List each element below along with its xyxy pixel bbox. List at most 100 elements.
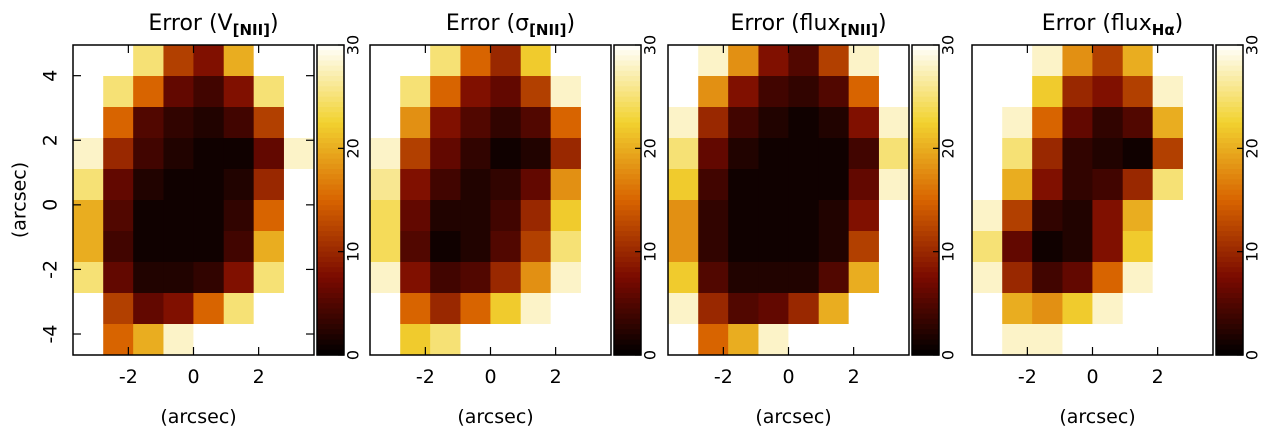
x-tick-label: -2: [1018, 366, 1037, 388]
colorbar-step: [912, 184, 939, 191]
heat-cell: [369, 169, 401, 201]
colorbar-tick-label: 0: [344, 350, 363, 360]
colorbar-tick-label: 0: [939, 350, 958, 360]
colorbar-step: [1216, 143, 1243, 149]
heat-cell: [253, 76, 285, 108]
heat-cell: [1122, 231, 1154, 263]
colorbar-step: [912, 55, 939, 62]
heat-cell: [728, 107, 759, 139]
heat-cell: [1182, 107, 1214, 139]
colorbar-step: [317, 60, 344, 67]
heat-cell: [818, 45, 850, 77]
heat-cell: [283, 324, 315, 356]
heat-cell: [971, 76, 1003, 108]
colorbar-step: [912, 148, 939, 155]
x-axis-label: (arcsec): [755, 406, 831, 428]
heat-cell: [848, 169, 880, 201]
heat-cell: [369, 262, 401, 294]
colorbar-step: [317, 313, 344, 320]
heat-cell: [1122, 76, 1154, 108]
y-tick-label: 4: [40, 70, 62, 82]
colorbar-step: [317, 132, 344, 139]
heat-cell: [788, 231, 820, 263]
heat-cell: [193, 262, 225, 294]
colorbar-step: [317, 117, 344, 124]
heat-cell: [728, 76, 759, 108]
colorbar-step: [1216, 107, 1243, 113]
heat-cell: [1062, 169, 1094, 201]
heat-cell: [550, 200, 582, 232]
heat-cell: [878, 324, 910, 356]
heat-cell: [163, 107, 195, 139]
colorbar-step: [912, 282, 939, 289]
heat-cell: [550, 107, 582, 139]
heat-cell: [193, 324, 225, 356]
colorbar-step: [614, 344, 641, 351]
heat-cell: [971, 45, 1003, 77]
heat-cell: [580, 231, 612, 263]
y-tick-label: 2: [40, 134, 62, 146]
heat-cell: [1032, 107, 1063, 139]
heat-cell: [1122, 138, 1154, 170]
heat-cell: [283, 107, 315, 139]
colorbar-tick-label: 10: [641, 241, 660, 261]
colorbar-step: [317, 324, 344, 330]
heat-cell: [1002, 45, 1033, 77]
heat-cell: [1032, 324, 1063, 356]
colorbar-step: [1216, 267, 1243, 273]
colorbar-step: [912, 91, 939, 98]
colorbar-step: [614, 282, 641, 289]
colorbar-step: [614, 298, 641, 304]
heat-cell: [520, 200, 552, 232]
colorbar-step: [912, 143, 939, 149]
heat-cell: [580, 45, 612, 77]
y-tick-label: -4: [40, 325, 62, 344]
colorbar-tick-label: 20: [939, 138, 958, 158]
heat-cell: [72, 231, 104, 263]
heat-cell: [1032, 293, 1063, 325]
heat-cell: [1002, 76, 1033, 108]
colorbar-step: [317, 210, 344, 217]
heat-cell: [1152, 76, 1184, 108]
heat-cell: [971, 231, 1003, 263]
colorbar-step: [317, 339, 344, 346]
heat-cell: [72, 324, 104, 356]
heat-cell: [520, 293, 552, 325]
colorbar-step: [912, 101, 939, 108]
colorbar-step: [614, 45, 641, 51]
colorbar-step: [614, 81, 641, 87]
colorbar-step: [614, 194, 641, 201]
colorbar-step: [1216, 101, 1243, 108]
heat-cell: [1062, 231, 1094, 263]
heat-cell: [103, 231, 134, 263]
heat-cell: [223, 200, 255, 232]
heat-cell: [1122, 107, 1154, 139]
heat-cell: [580, 293, 612, 325]
heat-cell: [1032, 200, 1063, 232]
colorbar-step: [317, 241, 344, 248]
colorbar-step: [614, 60, 641, 67]
heat-cell: [223, 107, 255, 139]
colorbar-step: [317, 256, 344, 263]
heat-cell: [103, 138, 134, 170]
heat-cell: [163, 262, 195, 294]
x-tick-label: -2: [416, 366, 435, 388]
heat-cell: [1122, 45, 1154, 77]
heat-cell: [667, 107, 699, 139]
heat-cell: [1032, 169, 1063, 201]
title-part: Error (flux: [730, 11, 840, 36]
colorbar-step: [317, 282, 344, 289]
x-tick-label: 0: [1086, 366, 1098, 388]
heat-cell: [1152, 231, 1184, 263]
colorbar-step: [614, 189, 641, 196]
heat-cell: [253, 107, 285, 139]
heat-cell: [163, 293, 195, 325]
colorbar-step: [317, 174, 344, 180]
heat-cell: [1002, 293, 1033, 325]
heat-cell: [758, 169, 790, 201]
colorbar-step: [912, 272, 939, 279]
colorbar-step: [317, 122, 344, 129]
colorbar-step: [912, 293, 939, 299]
colorbar-step: [614, 303, 641, 310]
colorbar-step: [614, 117, 641, 124]
